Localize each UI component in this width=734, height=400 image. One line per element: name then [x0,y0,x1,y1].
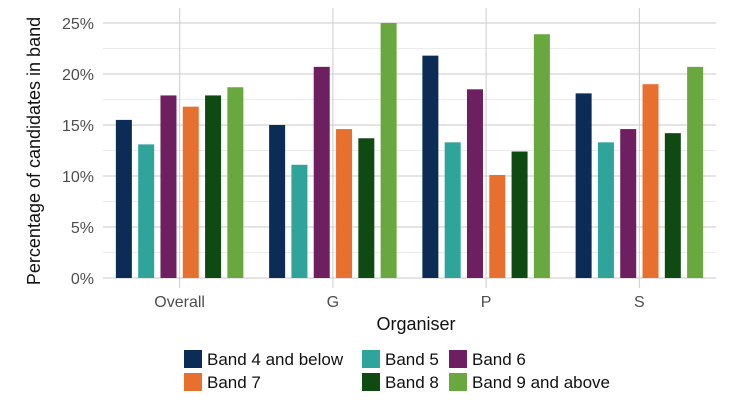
y-tick-label: 10% [62,169,94,186]
bar [597,142,614,278]
legend-label: Band 8 [385,373,439,392]
bar [160,95,177,278]
legend-label: Band 6 [472,350,526,369]
legend-label: Band 9 and above [472,373,610,392]
bar [466,89,483,278]
legend: Band 4 and below Band 5 Band 6 Band 7 Band 8… [184,350,610,392]
x-tick-label: S [634,294,645,311]
bar [291,164,308,278]
y-tick-labels: 0% 5% 10% 15% 20% 25% [62,16,94,288]
legend-swatch [449,350,467,368]
y-tick-label: 15% [62,118,94,135]
y-axis-title: Percentage of candidates in band [24,17,44,285]
x-tick-label: Overall [154,294,205,311]
x-tick-label: P [481,294,492,311]
legend-swatch [362,373,380,391]
y-tick-label: 0% [71,271,94,288]
x-tick-labels: Overall G P S [154,294,644,311]
legend-label: Band 7 [207,373,261,392]
bar [687,66,704,278]
bar [138,144,155,278]
legend-swatch [184,350,202,368]
bar [533,34,550,278]
bar [380,23,397,278]
bar [620,129,637,278]
bar [269,125,286,278]
bar [444,142,461,278]
bar [227,87,244,278]
bar [664,133,681,278]
bar [642,84,659,278]
bars [115,23,704,279]
bar [336,129,353,278]
bar [205,95,222,278]
y-tick-label: 20% [62,67,94,84]
legend-swatch [184,373,202,391]
legend-swatch [449,373,467,391]
y-tick-label: 5% [71,220,94,237]
legend-label: Band 5 [385,350,439,369]
bar [182,106,199,278]
bar [575,93,592,278]
bar [313,66,330,278]
y-tick-label: 25% [62,16,94,33]
bar [489,174,506,278]
legend-label: Band 4 and below [207,350,344,369]
bar [358,138,375,278]
bar [115,119,132,279]
x-axis-title: Organiser [376,314,455,334]
bar [422,55,439,278]
bar [511,151,528,278]
x-tick-label: G [327,294,339,311]
legend-swatch [362,350,380,368]
